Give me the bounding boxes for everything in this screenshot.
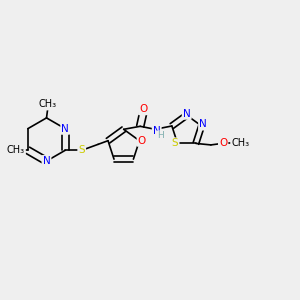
- Text: CH₃: CH₃: [39, 99, 57, 110]
- Text: N: N: [153, 126, 160, 136]
- Text: O: O: [138, 136, 146, 146]
- Text: N: N: [183, 109, 190, 119]
- Text: N: N: [43, 156, 50, 166]
- Text: S: S: [172, 138, 178, 148]
- Text: S: S: [78, 145, 85, 155]
- Text: O: O: [219, 138, 227, 148]
- Text: CH₃: CH₃: [231, 138, 249, 148]
- Text: H: H: [157, 131, 164, 140]
- Text: O: O: [139, 104, 147, 114]
- Text: N: N: [199, 119, 207, 130]
- Text: N: N: [61, 124, 69, 134]
- Text: CH₃: CH₃: [7, 145, 25, 155]
